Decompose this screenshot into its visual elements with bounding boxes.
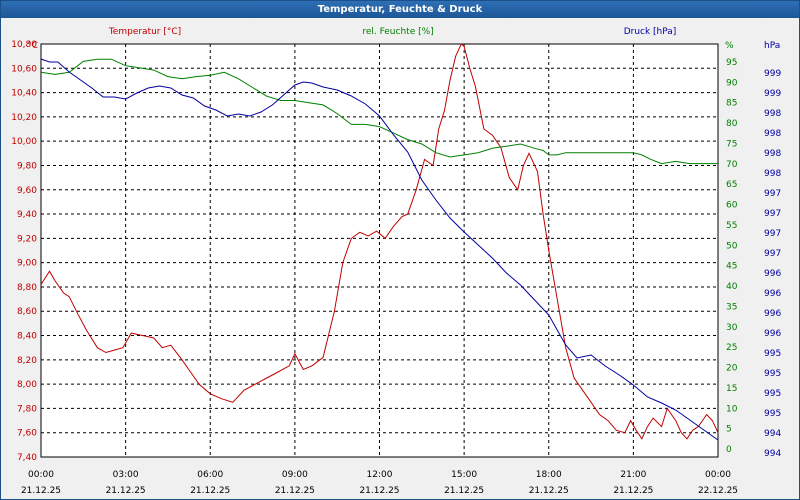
pressure-tick-label: 995	[764, 369, 781, 379]
temperature-tick-label: 7,40	[17, 453, 37, 463]
humidity-axis-label: rel. Feuchte [%]	[362, 27, 433, 37]
pressure-tick-label: 995	[764, 349, 781, 359]
temperature-tick-label: 9,40	[17, 210, 37, 220]
humidity-tick-label: 15	[726, 384, 737, 394]
pressure-tick-label: 996	[764, 329, 781, 339]
pressure-tick-label: 999	[764, 69, 781, 79]
x-tick-time-label: 00:00	[28, 470, 54, 480]
humidity-tick-label: 25	[726, 343, 737, 353]
x-tick-date-label: 21.12.25	[444, 486, 484, 496]
x-tick-time-label: 09:00	[282, 470, 308, 480]
humidity-tick-label: 65	[726, 180, 737, 190]
temperature-tick-label: 7,60	[17, 429, 37, 439]
humidity-tick-label: 20	[726, 364, 738, 374]
temperature-tick-label: 8,80	[17, 283, 37, 293]
pressure-tick-label: 997	[764, 229, 781, 239]
series-line-humidity	[40, 58, 718, 165]
humidity-tick-label: 35	[726, 302, 737, 312]
pressure-tick-label: 996	[764, 289, 781, 299]
x-tick-time-label: 06:00	[197, 470, 223, 480]
pressure-tick-label: 994	[764, 449, 781, 459]
temperature-tick-label: 10,00	[11, 137, 37, 147]
chart-title: Temperatur, Feuchte & Druck	[1, 1, 799, 18]
grid	[41, 44, 718, 457]
temperature-tick-label: 8,60	[17, 307, 37, 317]
pressure-unit-label: hPa	[764, 41, 780, 51]
x-tick-time-label: 03:00	[113, 470, 139, 480]
pressure-tick-label: 995	[764, 389, 781, 399]
series-line-pressure	[40, 58, 719, 441]
x-tick-time-label: 15:00	[451, 470, 477, 480]
pressure-tick-label: 996	[764, 309, 781, 319]
humidity-tick-label: 80	[726, 119, 738, 129]
temperature-tick-label: 8,00	[17, 380, 37, 390]
x-tick-date-label: 22.12.25	[698, 486, 738, 496]
x-tick-time-label: 12:00	[367, 470, 393, 480]
x-tick-date-label: 21.12.25	[106, 486, 146, 496]
pressure-tick-label: 997	[764, 209, 781, 219]
x-tick-time-label: 21:00	[620, 470, 646, 480]
x-tick-date-label: 21.12.25	[359, 486, 399, 496]
temperature-tick-label: 10,40	[11, 89, 37, 99]
temperature-tick-label: 10,60	[11, 64, 37, 74]
humidity-tick-label: 85	[726, 99, 737, 109]
pressure-axis-label: Druck [hPa]	[624, 27, 677, 37]
humidity-tick-label: 55	[726, 221, 737, 231]
humidity-tick-label: 70	[726, 160, 738, 170]
pressure-tick-label: 996	[764, 269, 781, 279]
pressure-tick-label: 999	[764, 89, 781, 99]
pressure-tick-label: 997	[764, 249, 781, 259]
temperature-axis-label: Temperatur [°C]	[108, 27, 181, 37]
humidity-tick-label: 0	[726, 445, 732, 455]
temperature-tick-label: 7,80	[17, 404, 37, 414]
series-line-temperature	[40, 43, 719, 440]
temperature-tick-label: 9,00	[17, 259, 37, 269]
humidity-tick-label: 90	[726, 78, 738, 88]
humidity-tick-label: 45	[726, 262, 737, 272]
pressure-tick-label: 998	[764, 169, 781, 179]
humidity-tick-label: 60	[726, 201, 738, 211]
temperature-tick-label: 9,60	[17, 186, 37, 196]
temperature-tick-label: 9,80	[17, 161, 37, 171]
x-tick-date-label: 21.12.25	[190, 486, 230, 496]
humidity-tick-label: 75	[726, 139, 737, 149]
x-tick-time-label: 18:00	[536, 470, 562, 480]
humidity-tick-label: 5	[726, 425, 732, 435]
pressure-tick-label: 998	[764, 129, 781, 139]
tick-labels: 10,80 10,60 10,40 10,20 10,00 9,80 9,60 9,40 9,2…	[11, 40, 781, 496]
pressure-tick-label: 998	[764, 109, 781, 119]
humidity-tick-label: 40	[726, 282, 738, 292]
pressure-tick-label: 997	[764, 189, 781, 199]
series-lines	[40, 43, 719, 441]
x-tick-date-label: 21.12.25	[275, 486, 315, 496]
temperature-tick-label: 8,40	[17, 332, 37, 342]
humidity-tick-label: 30	[726, 323, 738, 333]
humidity-tick-label: 50	[726, 241, 738, 251]
temperature-tick-label: 9,20	[17, 234, 37, 244]
x-tick-date-label: 21.12.25	[613, 486, 653, 496]
humidity-unit-label: %	[725, 41, 734, 51]
temperature-unit-label: °C	[27, 41, 38, 51]
temperature-tick-label: 10,20	[11, 113, 37, 123]
temperature-tick-label: 10,80	[11, 40, 37, 50]
temperature-tick-label: 8,20	[17, 356, 37, 366]
humidity-tick-label: 10	[726, 404, 738, 414]
axis-labels: Temperatur [°C] rel. Feuchte [%] Druck […	[27, 27, 780, 51]
humidity-tick-label: 95	[726, 58, 737, 68]
pressure-tick-label: 995	[764, 409, 781, 419]
x-tick-time-label: 00:00	[705, 470, 731, 480]
x-tick-date-label: 21.12.25	[21, 486, 61, 496]
pressure-tick-label: 994	[764, 429, 781, 439]
pressure-tick-label: 998	[764, 149, 781, 159]
x-tick-date-label: 21.12.25	[529, 486, 569, 496]
